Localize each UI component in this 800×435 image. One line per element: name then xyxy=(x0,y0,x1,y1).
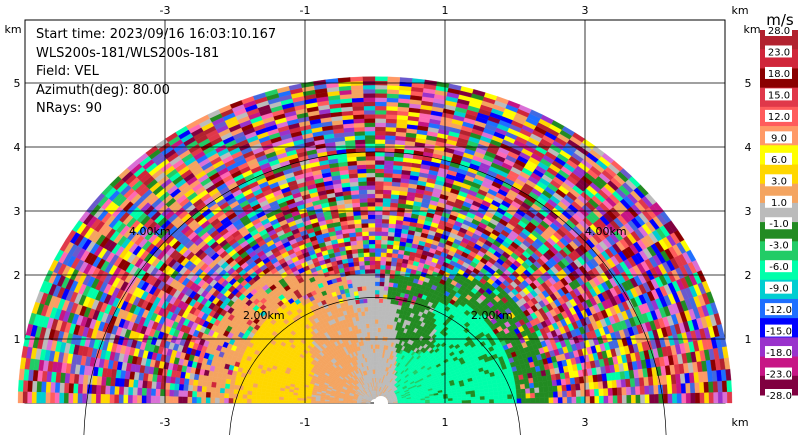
colorbar-label-bg xyxy=(765,367,792,380)
colorbar-tick-label: 12.0 xyxy=(768,112,790,123)
y-tick-label-left: 2 xyxy=(14,269,21,282)
axis-ticks: -3 -3 -1 -1 1 1 3 3 1 1 2 2 3 3 4 4 5 5 km km km km xyxy=(4,4,760,429)
colorbar-tick-label: -3.0 xyxy=(769,241,789,252)
y-tick-label-right: 2 xyxy=(745,269,752,282)
nrays-text: NRays: 90 xyxy=(36,101,102,116)
colorbar-label-bg xyxy=(765,281,792,294)
y-tick-label-right: 5 xyxy=(745,77,752,90)
colorbar-label-bg xyxy=(765,24,792,36)
field-text: Field: VEL xyxy=(36,64,99,79)
colorbar-label-bg xyxy=(765,238,792,251)
range-ring-label: 4.00km xyxy=(585,225,627,238)
velocity-field-sweep xyxy=(17,76,733,410)
colorbar-label-bg xyxy=(765,217,792,230)
y-tick-label-left: 4 xyxy=(14,141,21,154)
km-grid xyxy=(25,20,725,403)
velocity-colorbar: 28.0 23.0 18.0 15.0 12.0 9.0 6.0 3.0 1.0 -1.0 -3.0… xyxy=(760,11,798,402)
y-tick-label-right: 1 xyxy=(745,333,752,346)
colorbar-tick-label: -9.0 xyxy=(769,284,789,295)
colorbar-tick-label: 3.0 xyxy=(771,176,787,187)
colorbar-tick-label: 18.0 xyxy=(768,69,790,80)
scan-info-panel: Start time: 2023/09/16 16:03:10.167 WLS2… xyxy=(36,26,276,119)
colorbar-label-bg xyxy=(765,303,792,316)
km-unit-label: km xyxy=(731,416,748,429)
colorbar-tick-label: -1.0 xyxy=(769,219,789,230)
colorbar-label-bg xyxy=(765,174,792,187)
colorbar-label-bg xyxy=(765,195,792,208)
colorbar-label-bg xyxy=(765,324,792,337)
x-tick-label-top: 1 xyxy=(442,4,449,17)
range-ring-label: 2.00km xyxy=(471,309,513,322)
colorbar-tick-label: 6.0 xyxy=(771,155,787,166)
x-tick-label-bottom: 1 xyxy=(442,416,449,429)
colorbar-tick-label: 9.0 xyxy=(771,133,787,144)
x-tick-label-top: 3 xyxy=(582,4,589,17)
colorbar-label-bg xyxy=(765,152,792,165)
x-tick-label-bottom: 3 xyxy=(582,416,589,429)
colorbar-tick-label: -12.0 xyxy=(766,305,792,316)
colorbar-label-bg xyxy=(765,88,792,101)
colorbar-tick-label: -15.0 xyxy=(766,327,792,338)
colorbar-tick-label: -6.0 xyxy=(769,262,789,273)
start-time-text: Start time: 2023/09/16 16:03:10.167 xyxy=(36,27,277,42)
colorbar-tick-label: -28.0 xyxy=(766,391,792,402)
colorbar-tick-label: 15.0 xyxy=(768,90,790,101)
colorbar-label-bg xyxy=(765,260,792,273)
colorbar-label-bg xyxy=(765,45,792,58)
y-tick-label-left: 1 xyxy=(14,333,21,346)
x-tick-label-bottom: -3 xyxy=(160,416,171,429)
y-tick-label-right: 4 xyxy=(745,141,752,154)
colorbar-label-bg xyxy=(765,66,792,79)
x-tick-label-top: -3 xyxy=(160,4,171,17)
x-tick-label-top: -1 xyxy=(300,4,311,17)
colorbar-tick-label: -18.0 xyxy=(766,348,792,359)
km-unit-label: km xyxy=(743,23,760,36)
colorbar-tick-label: -23.0 xyxy=(766,370,792,381)
colorbar-label-bg xyxy=(765,389,792,401)
km-unit-label: km xyxy=(731,4,748,17)
colorbar-tick-label: 23.0 xyxy=(768,47,790,58)
y-tick-label-right: 3 xyxy=(745,205,752,218)
colorbar-label-bg xyxy=(765,346,792,359)
instrument-text: WLS200s-181/WLS200s-181 xyxy=(36,45,220,61)
range-ring-label: 2.00km xyxy=(243,309,285,322)
range-ring-label: 4.00km xyxy=(129,225,171,238)
range-rings: 2.00km 2.00km 4.00km 4.00km xyxy=(83,151,667,435)
colorbar-label-bg xyxy=(765,109,792,122)
km-unit-label: km xyxy=(4,23,21,36)
colorbar-tick-label: 28.0 xyxy=(768,26,790,37)
colorbar-unit: m/s xyxy=(766,11,794,29)
azimuth-text: Azimuth(deg): 80.00 xyxy=(36,82,170,98)
colorbar-tick-label: 1.0 xyxy=(771,198,787,209)
colorbar-label-bg xyxy=(765,131,792,144)
y-tick-label-left: 3 xyxy=(14,205,21,218)
y-tick-label-left: 5 xyxy=(14,77,21,90)
x-tick-label-bottom: -1 xyxy=(300,416,311,429)
